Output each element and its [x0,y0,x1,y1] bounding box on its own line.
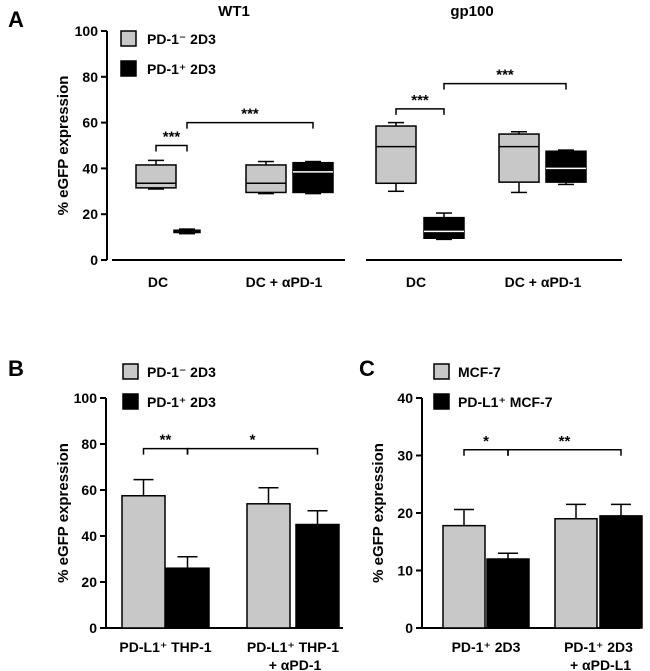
box-plot [498,133,540,183]
legend-label: PD-L1⁺ MCF-7 [458,394,553,410]
y-tick-label-a: 20 [82,206,98,222]
y-axis-label: % eGFP expression [370,443,387,583]
bar [121,495,166,629]
box-plot [135,164,177,189]
y-tick-label: 20 [81,574,97,590]
significance-label: * [483,433,489,450]
bar [246,503,291,629]
panel-label: C [359,356,375,381]
bar [599,515,643,629]
bar [165,567,210,629]
y-tick-label-a: 60 [82,115,98,131]
significance-label: *** [496,67,514,84]
significance-bracket [186,121,314,129]
significance-bracket [155,144,188,152]
legend-swatch-a [120,30,137,47]
panel-label: B [8,356,24,381]
significance-bracket [463,449,509,456]
y-axis-label-a: % eGFP expression [55,76,72,216]
box-plot [245,164,287,194]
category-label-a: DC + αPD-1 [505,274,582,290]
group-title-a: WT1 [218,3,250,20]
significance-label: * [250,432,256,449]
legend-label: MCF-7 [458,364,501,380]
bar [295,523,340,629]
significance-label: ** [160,432,172,449]
box-plot [292,161,334,194]
significance-bracket [395,108,445,115]
significance-bracket [142,447,189,455]
category-label-a: DC [406,274,426,290]
y-axis-label: % eGFP expression [55,443,72,583]
legend-swatch [433,363,450,380]
legend-swatch-a [120,60,137,77]
legend-label-a: PD-1⁻ 2D3 [147,31,216,47]
y-tick-label: 30 [397,448,413,464]
y-tick-label: 40 [81,528,97,544]
y-tick-label: 0 [405,620,413,636]
significance-label: ** [559,433,571,450]
category-label: PD-L1⁺ THP-1 + αPD-1 [247,639,339,671]
significance-label: *** [411,92,429,109]
y-tick-label-a: 0 [90,252,98,268]
significance-bracket [507,449,622,456]
bar [442,524,486,629]
legend-swatch [122,363,139,380]
y-tick-label: 80 [81,436,97,452]
y-tick-label-a: 40 [82,160,98,176]
significance-bracket [186,447,319,455]
bar [554,518,598,629]
group-title-a: gp100 [450,3,493,20]
legend-swatch [122,393,139,410]
y-tick-label-a: 80 [82,69,98,85]
box-plot [375,125,417,185]
category-label-a: DC [148,274,168,290]
y-tick-label: 10 [397,563,413,579]
legend-label: PD-1⁻ 2D3 [147,364,216,380]
y-tick-label: 60 [81,482,97,498]
category-label: PD-1⁺ 2D3 + αPD-L1 [564,639,633,671]
y-tick-label: 20 [397,505,413,521]
box-plot [545,150,587,183]
box-plot [423,216,465,239]
panel-a-label: A [8,7,24,32]
y-tick-label: 40 [397,390,413,406]
legend-swatch [433,393,450,410]
y-tick-label: 100 [74,390,98,406]
significance-label: *** [163,129,181,146]
bar [486,558,530,629]
category-label-a: DC + αPD-1 [246,274,323,290]
y-tick-label: 0 [89,620,97,636]
category-label: PD-1⁺ 2D3 [452,639,521,655]
y-tick-label-a: 100 [75,23,99,39]
significance-bracket [443,82,567,90]
significance-label: *** [241,106,259,123]
legend-label: PD-1⁺ 2D3 [147,394,216,410]
legend-label-a: PD-1⁺ 2D3 [147,61,216,77]
category-label: PD-L1⁺ THP-1 [119,639,211,655]
